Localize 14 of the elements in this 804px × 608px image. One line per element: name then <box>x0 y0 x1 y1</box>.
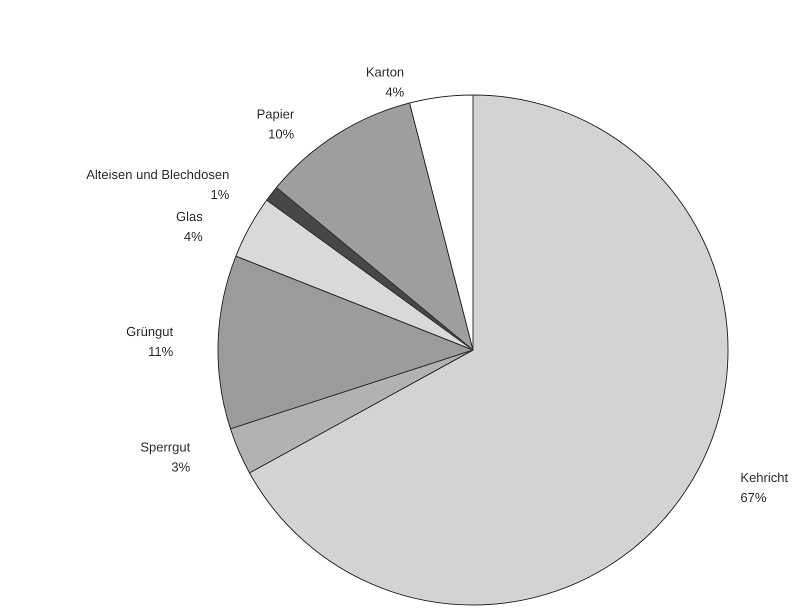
slice-label: Kehricht <box>740 470 788 485</box>
slice-label: Papier <box>256 106 295 122</box>
slice-label: Karton <box>366 64 404 80</box>
slice-label: Grüngut <box>126 324 174 340</box>
data-label: 4% <box>184 229 204 244</box>
data-label: 3% <box>171 460 191 475</box>
data-label: 4% <box>385 84 405 100</box>
slice-label: Glas <box>176 209 204 224</box>
data-label: 67% <box>740 490 767 505</box>
data-label: 11% <box>148 344 174 360</box>
slice-label: Sperrgut <box>140 440 191 455</box>
data-label: 10% <box>268 126 295 142</box>
slice-label: Alteisen und Blechdosen <box>86 167 230 182</box>
data-label: 1% <box>210 187 230 202</box>
